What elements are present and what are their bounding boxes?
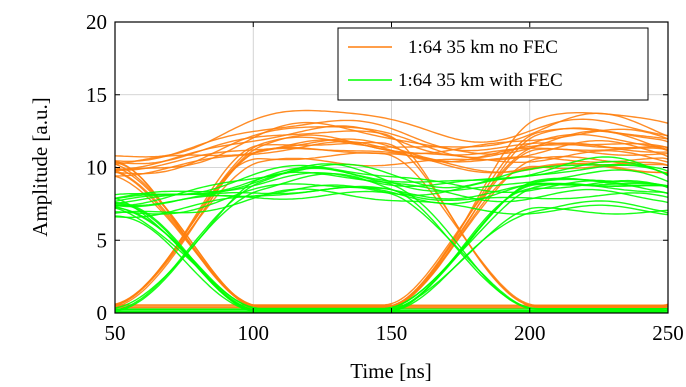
trace [115, 163, 668, 207]
trace [115, 206, 668, 312]
legend-box [337, 27, 649, 101]
trace [115, 188, 668, 216]
series-0 [115, 109, 668, 310]
x-tick-label: 200 [514, 321, 546, 345]
trace [115, 138, 668, 171]
trace [115, 156, 668, 200]
trace [115, 126, 668, 175]
ticks [114, 21, 669, 314]
trace [115, 141, 668, 308]
trace [115, 121, 668, 172]
trace [115, 163, 668, 311]
y-tick-label: 5 [97, 228, 108, 252]
trace [115, 178, 668, 218]
trace [115, 146, 668, 306]
trace [115, 201, 668, 312]
trace [115, 206, 668, 311]
trace [115, 119, 668, 162]
y-tick-label: 20 [86, 10, 107, 34]
x-tick-label: 50 [105, 321, 126, 345]
trace [115, 167, 668, 310]
tick-labels: 50 100 150 200 250 0 5 10 15 20 [86, 10, 684, 345]
legend-label-with-fec: 1:64 35 km with FEC [398, 70, 563, 91]
trace [115, 128, 668, 166]
legend-label-no-fec: 1:64 35 km no FEC [408, 37, 558, 58]
trace [115, 164, 668, 196]
trace [115, 125, 668, 170]
x-tick-label: 100 [238, 321, 270, 345]
trace [115, 109, 668, 158]
trace [115, 148, 668, 308]
trace [115, 200, 668, 313]
trace [115, 140, 668, 305]
y-tick-label: 0 [97, 301, 108, 325]
trace [115, 182, 668, 208]
trace [115, 152, 668, 307]
trace [115, 304, 668, 306]
y-tick-label: 15 [86, 83, 107, 107]
trace [115, 142, 668, 306]
x-tick-label: 250 [652, 321, 684, 345]
y-axis-label: Amplitude [a.u.] [28, 97, 52, 236]
traces [115, 109, 668, 313]
y-tick-label: 10 [86, 156, 107, 180]
trace [115, 164, 668, 205]
legend: 1:64 35 km no FEC 1:64 35 km with FEC [337, 27, 649, 101]
trace [115, 147, 668, 308]
trace [115, 215, 668, 313]
trace [115, 311, 668, 313]
x-tick-label: 150 [376, 321, 408, 345]
x-axis-label: Time [ns] [350, 359, 432, 383]
trace [115, 130, 668, 308]
trace [115, 182, 668, 310]
